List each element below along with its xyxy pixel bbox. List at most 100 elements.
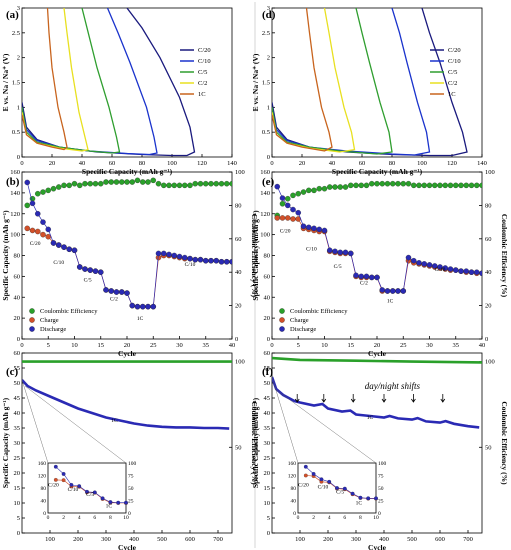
data-point bbox=[358, 182, 364, 189]
y-tick-label: 55 bbox=[14, 365, 21, 372]
inset-y2-tick: 0 bbox=[128, 511, 131, 517]
data-point bbox=[384, 288, 391, 294]
y-tick-label: 30 bbox=[264, 440, 271, 447]
y-tick-label: 1 bbox=[17, 104, 20, 111]
y-tick-label: 60 bbox=[264, 350, 271, 357]
data-point bbox=[279, 200, 286, 207]
data-point bbox=[468, 269, 475, 275]
inset-point bbox=[53, 477, 58, 482]
inset-point bbox=[100, 496, 105, 501]
data-point bbox=[326, 247, 333, 254]
y-tick-label: 25 bbox=[264, 455, 271, 462]
data-point bbox=[155, 180, 162, 187]
legend-label: C/20 bbox=[198, 47, 211, 54]
y-tick-label: 20 bbox=[14, 315, 21, 322]
y2-tick-label: 100 bbox=[235, 169, 245, 176]
data-point bbox=[134, 177, 141, 184]
x-tick-label: 40 bbox=[229, 342, 236, 349]
y-tick-label: 0 bbox=[17, 336, 20, 343]
data-point bbox=[447, 182, 454, 189]
y-tick-label: 140 bbox=[260, 190, 270, 197]
inset-y-tick: 40 bbox=[41, 499, 47, 505]
inset-rate-label: C/5 bbox=[336, 490, 344, 496]
legend-label: C/10 bbox=[448, 58, 461, 65]
series-line bbox=[27, 228, 232, 307]
data-point bbox=[426, 182, 433, 189]
y2-tick-label: 20 bbox=[485, 303, 492, 310]
data-point bbox=[395, 180, 401, 187]
legend-label: Coulombic Efficiency bbox=[290, 308, 348, 315]
rate-label: C/20 bbox=[280, 229, 291, 235]
x-tick-label: 300 bbox=[101, 536, 111, 543]
rate-label: C/5 bbox=[84, 278, 92, 284]
plot-area bbox=[272, 356, 482, 429]
x-tick-label: 120 bbox=[447, 160, 457, 167]
data-point bbox=[82, 180, 88, 187]
arrow bbox=[411, 394, 416, 403]
data-point bbox=[353, 182, 359, 189]
x-tick-label: 100 bbox=[295, 536, 305, 543]
x-tick-label: 30 bbox=[176, 342, 183, 349]
rate-label: 1C bbox=[137, 316, 144, 322]
data-point bbox=[24, 225, 30, 232]
x-axis-label: Specific Capacity (mAh g⁻¹) bbox=[332, 167, 423, 176]
data-point bbox=[410, 182, 417, 189]
panels: (a)0 20 40 60 80 100 120 14000.511.522.53Specif… bbox=[1, 5, 509, 550]
data-point bbox=[124, 290, 130, 296]
data-point bbox=[400, 288, 406, 294]
data-point bbox=[305, 224, 312, 231]
y-axis-label: Specific Capacity (mAh g⁻¹) bbox=[251, 210, 260, 301]
y-tick-label: 80 bbox=[14, 253, 21, 260]
y-axis-label: E vs. Na / Na⁺ (V) bbox=[251, 53, 260, 111]
y2-axis-label: Coulombic Efficiency (%) bbox=[500, 214, 509, 298]
data-point bbox=[300, 223, 307, 230]
inset-rate-label: 1C bbox=[106, 503, 113, 509]
data-point bbox=[103, 287, 109, 293]
inset-point bbox=[108, 500, 113, 504]
y-tick-label: 60 bbox=[14, 273, 21, 280]
y-tick-label: 120 bbox=[10, 211, 20, 218]
data-point bbox=[295, 190, 301, 197]
y-tick-label: 60 bbox=[264, 273, 271, 280]
x-tick-label: 20 bbox=[299, 160, 306, 167]
legend-marker bbox=[279, 326, 285, 332]
data-point bbox=[61, 244, 67, 250]
x-tick-label: 200 bbox=[323, 536, 333, 543]
inset-point bbox=[303, 464, 308, 469]
x-tick-label: 0 bbox=[270, 160, 273, 167]
data-point bbox=[45, 187, 52, 194]
inset-x-tick: 6 bbox=[343, 515, 346, 521]
data-point bbox=[463, 182, 469, 189]
panel-label-f: (f) bbox=[262, 366, 273, 378]
data-point bbox=[389, 180, 396, 187]
data-point bbox=[332, 184, 338, 190]
inset-point bbox=[77, 484, 82, 489]
y-tick-label: 35 bbox=[14, 425, 21, 432]
data-point bbox=[379, 180, 385, 187]
y-tick-label: 60 bbox=[14, 350, 21, 357]
inset-point bbox=[303, 473, 308, 478]
rate-label: 1C bbox=[387, 298, 394, 304]
y2-tick-label: 100 bbox=[235, 359, 245, 366]
inset-line bbox=[305, 466, 376, 499]
x-tick-label: 700 bbox=[463, 536, 473, 543]
rate-label: C/2 bbox=[110, 296, 118, 302]
chart-b: (b)0 5 10 15 20 25 30 35 40020406080100120140160… bbox=[1, 169, 259, 358]
data-point bbox=[82, 266, 88, 272]
data-point bbox=[181, 254, 188, 261]
inset-y2-tick: 0 bbox=[378, 511, 381, 517]
data-point bbox=[442, 182, 448, 189]
data-point bbox=[368, 180, 375, 187]
data-point bbox=[24, 202, 30, 209]
data-point bbox=[129, 179, 135, 185]
x-tick-label: 60 bbox=[109, 160, 116, 167]
y-tick-label: 35 bbox=[264, 425, 271, 432]
data-point bbox=[35, 210, 41, 217]
data-point bbox=[145, 179, 151, 185]
data-point bbox=[150, 303, 156, 310]
plot-area bbox=[274, 180, 482, 294]
y-tick-label: 10 bbox=[14, 500, 21, 507]
y2-tick-label: 20 bbox=[235, 303, 242, 310]
data-point bbox=[35, 228, 41, 235]
